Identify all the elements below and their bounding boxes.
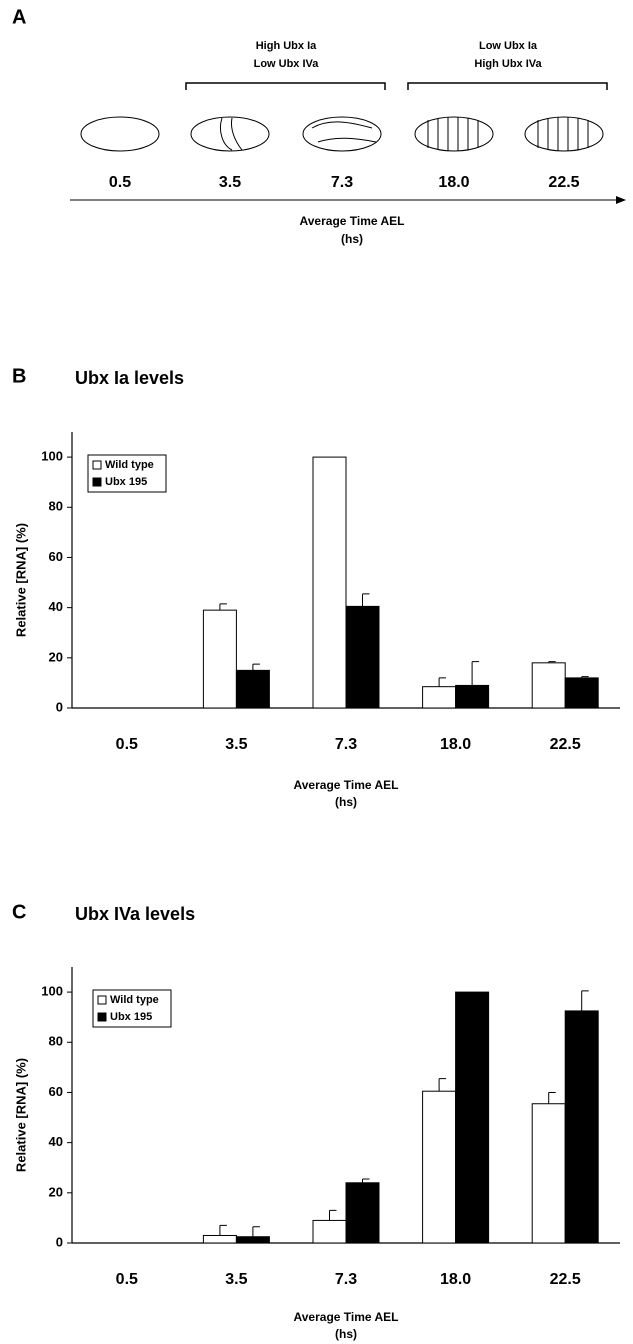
- time-label: 3.5: [219, 174, 241, 191]
- legend-label: Wild type: [105, 459, 154, 471]
- time-label: 18.0: [438, 174, 469, 191]
- bar: [455, 991, 490, 1244]
- y-tick-label: 80: [49, 1034, 63, 1049]
- embryos: [80, 116, 604, 152]
- panel-a: A High Ubx Ia Low Ubx IVa Low Ubx Ia Hig…: [12, 6, 626, 246]
- panel-label: B: [12, 365, 26, 387]
- x-tick-label: 18.0: [440, 736, 471, 753]
- group-label: High Ubx IVa: [474, 58, 542, 70]
- y-tick-label: 20: [49, 649, 63, 664]
- x-tick-label: 22.5: [550, 1271, 581, 1288]
- y-tick-label: 60: [49, 549, 63, 564]
- error-bar: [219, 1224, 227, 1236]
- panel-label: C: [12, 901, 26, 923]
- y-tick-label: 0: [56, 699, 63, 714]
- y-tick-label: 100: [41, 449, 63, 464]
- x-axis-label: Average Time AEL: [294, 1310, 399, 1324]
- bar: [235, 669, 270, 709]
- error-bar: [329, 1209, 337, 1221]
- chart-title: Ubx Ia levels: [75, 368, 184, 388]
- legend-label: Ubx 195: [105, 476, 147, 488]
- bar: [202, 1234, 237, 1244]
- legend-label: Ubx 195: [110, 1011, 152, 1023]
- chart: C Ubx IVa levels 0 20 40 60 80 100 Relative [RNA…: [12, 901, 620, 1341]
- bar: [455, 684, 490, 709]
- axis-label: Average Time AEL: [300, 214, 405, 228]
- error-bar: [219, 603, 227, 611]
- bar: [235, 1236, 270, 1244]
- legend-swatch: [92, 460, 102, 470]
- y-tick-label: 0: [56, 1234, 63, 1249]
- bar: [531, 662, 566, 709]
- time-label: 22.5: [548, 174, 579, 191]
- time-label: 0.5: [109, 174, 131, 191]
- error-bar: [581, 990, 589, 1011]
- bar: [531, 1103, 566, 1244]
- legend-swatch: [97, 1012, 107, 1022]
- error-bar: [252, 663, 260, 671]
- error-bar: [438, 677, 447, 687]
- legend-swatch: [92, 477, 102, 487]
- error-bar: [438, 1078, 447, 1092]
- y-tick-label: 100: [41, 984, 63, 999]
- panel-label: A: [12, 6, 26, 28]
- bar: [202, 609, 237, 709]
- error-bar: [471, 661, 480, 686]
- x-tick-label: 0.5: [116, 1271, 138, 1288]
- legend-label: Wild type: [110, 994, 159, 1006]
- error-bar: [362, 593, 370, 607]
- y-tick-label: 80: [49, 499, 63, 514]
- x-axis-label: Average Time AEL: [294, 778, 399, 792]
- bar: [312, 456, 347, 709]
- error-bar: [362, 1178, 370, 1183]
- chart-title: Ubx IVa levels: [75, 904, 195, 924]
- bar: [564, 677, 599, 709]
- x-tick-label: 3.5: [225, 736, 247, 753]
- x-tick-label: 7.3: [335, 736, 357, 753]
- bar: [422, 686, 457, 709]
- time-label: 7.3: [331, 174, 353, 191]
- y-tick-label: 20: [49, 1184, 63, 1199]
- y-tick-label: 60: [49, 1084, 63, 1099]
- bracket: [185, 82, 386, 90]
- x-axis-label: (hs): [335, 795, 357, 809]
- y-tick-label: 40: [49, 599, 63, 614]
- group-label: Low Ubx IVa: [254, 58, 320, 70]
- x-axis-label: (hs): [335, 1327, 357, 1341]
- x-tick-label: 3.5: [225, 1271, 247, 1288]
- error-bar: [548, 1091, 556, 1104]
- x-tick-label: 18.0: [440, 1271, 471, 1288]
- bar: [422, 1090, 457, 1244]
- bar: [345, 1182, 380, 1244]
- x-tick-label: 22.5: [550, 736, 581, 753]
- x-tick-label: 7.3: [335, 1271, 357, 1288]
- bar: [564, 1010, 599, 1244]
- error-bar: [581, 676, 589, 678]
- group-label: Low Ubx Ia: [479, 40, 538, 52]
- bar: [345, 605, 380, 709]
- x-tick-label: 0.5: [116, 736, 138, 753]
- y-tick-label: 40: [49, 1134, 63, 1149]
- axis-label: (hs): [341, 232, 363, 246]
- error-bar: [252, 1226, 260, 1237]
- y-axis-label: Relative [RNA] (%): [13, 523, 28, 637]
- bar: [312, 1219, 347, 1244]
- bracket: [407, 82, 608, 90]
- error-bar: [548, 661, 556, 663]
- group-label: High Ubx Ia: [256, 40, 317, 52]
- chart: B Ubx Ia levels 0 20 40 60 80 100 Relative [RNA]…: [12, 365, 620, 809]
- y-axis-label: Relative [RNA] (%): [13, 1058, 28, 1172]
- legend-swatch: [97, 995, 107, 1005]
